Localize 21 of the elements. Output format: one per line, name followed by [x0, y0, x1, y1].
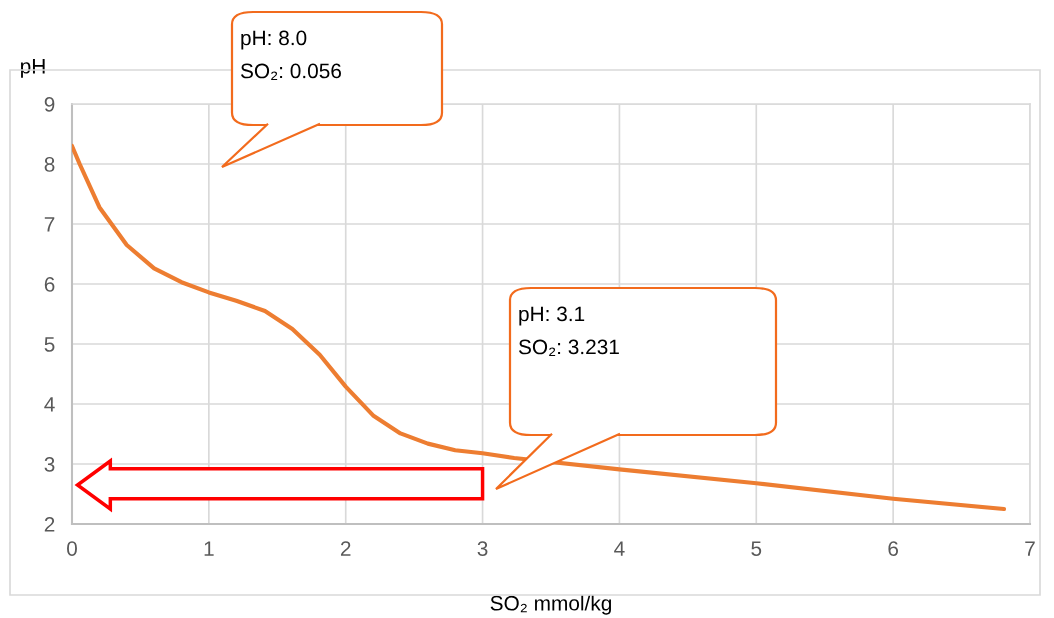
text: pH: 8.0 SO₂: 0.056 — [240, 30, 341, 80]
annotation: pH: 3.1 SO₂: 3.231 — [518, 306, 619, 356]
y-tick-label: 7 — [44, 217, 55, 232]
x-tick-label: 1 — [204, 541, 214, 556]
y-axis-title: pH — [21, 59, 45, 78]
y-tick-label: 9 — [44, 97, 55, 112]
line-series — [72, 143, 1007, 512]
y-tick-label: 3 — [44, 457, 55, 472]
x-tick-label: 2 — [340, 541, 351, 556]
x-tick-label: 0 — [67, 541, 77, 556]
x-tick-label: 3 — [477, 541, 488, 556]
x-tick-label: 7 — [1025, 541, 1035, 556]
y-tick-label: 6 — [44, 277, 55, 292]
x-axis-title: SO₂ mmol/kg — [490, 595, 612, 615]
y-tick-label: 8 — [44, 157, 55, 172]
x-tick-label: 5 — [751, 541, 762, 556]
x-tick-label: 4 — [614, 541, 625, 556]
y-tick-label: 2 — [44, 517, 55, 532]
y-tick-label: 5 — [44, 337, 55, 352]
x-tick-label: 6 — [888, 541, 899, 556]
y-tick-label: 4 — [44, 397, 55, 412]
